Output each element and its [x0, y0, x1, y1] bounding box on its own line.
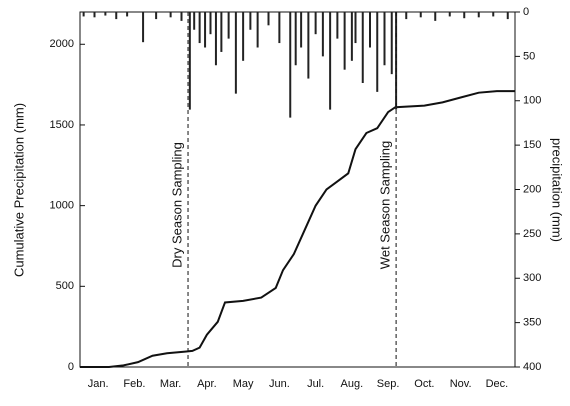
precip-bar — [395, 12, 398, 110]
precip-bar — [477, 12, 480, 18]
precip-bar — [249, 12, 252, 30]
precip-bar — [376, 12, 379, 92]
plot-frame — [79, 11, 516, 368]
precip-bar — [198, 12, 201, 44]
y2-tick-label: 150 — [523, 139, 541, 151]
sampling-label: Dry Season Sampling — [169, 142, 184, 268]
precip-bar — [209, 12, 212, 35]
precip-bar — [321, 12, 324, 57]
cumulative-line — [80, 90, 515, 368]
precip-bar — [193, 12, 196, 30]
precip-bar — [343, 12, 346, 70]
y2-tick-label: 300 — [523, 272, 541, 284]
precip-bar — [204, 12, 207, 48]
precip-bar — [369, 12, 371, 48]
y-tick-label: 0 — [68, 361, 74, 373]
x-tick-label: Apr. — [197, 378, 217, 390]
x-tick-label: Oct. — [414, 378, 434, 390]
precip-bar — [390, 12, 393, 75]
y2-tick-label: 350 — [523, 317, 541, 329]
precip-bar — [314, 12, 317, 35]
y2-tick-label: 250 — [523, 228, 541, 240]
y2-tick-label: 400 — [523, 361, 541, 373]
y-axis-label: Cumulative Precipitation (mm) — [11, 103, 26, 277]
precip-bar — [278, 12, 281, 44]
x-tick-label: Feb. — [123, 378, 145, 390]
y-tick-label: 1500 — [50, 119, 74, 131]
y2-tick-label: 50 — [523, 50, 535, 62]
precip-bar — [142, 12, 145, 43]
precip-bar — [419, 12, 422, 18]
y2-tick-label: 100 — [523, 95, 541, 107]
precip-bar — [300, 12, 303, 48]
x-tick-label: Dec. — [486, 378, 509, 390]
y2-tick-label: 200 — [523, 183, 541, 195]
precip-bar — [93, 12, 96, 18]
x-tick-label: Sep. — [377, 378, 400, 390]
precip-bar — [361, 12, 364, 83]
precip-bar — [289, 12, 292, 118]
precip-bar — [155, 12, 158, 20]
precip-bar — [267, 12, 270, 26]
precip-bar — [104, 12, 107, 16]
precip-bar — [434, 12, 437, 21]
precip-bar — [329, 12, 332, 110]
y-tick-label: 500 — [56, 280, 74, 292]
y-tick-label: 2000 — [50, 38, 74, 50]
precip-bar — [180, 12, 183, 21]
precip-bar — [169, 12, 172, 18]
precip-bar — [188, 12, 191, 110]
precip-bar — [354, 12, 357, 44]
precip-bar — [405, 12, 408, 20]
precip-bar — [227, 12, 230, 39]
precip-bar — [448, 12, 451, 17]
precip-bar — [383, 12, 386, 66]
precip-bar — [234, 12, 237, 94]
x-tick-label: Jul. — [307, 378, 324, 390]
precip-bar — [350, 12, 353, 61]
x-tick-label: Mar. — [160, 378, 181, 390]
precip-bar — [82, 12, 85, 17]
precip-bar — [506, 12, 509, 20]
precip-bar — [220, 12, 223, 52]
precip-bar — [242, 12, 245, 61]
y-tick-label: 1000 — [50, 200, 74, 212]
precip-bar — [256, 12, 259, 48]
sampling-label: Wet Season Sampling — [378, 141, 393, 269]
x-tick-label: Aug. — [341, 378, 364, 390]
precip-bar — [126, 12, 129, 17]
y2-axis-label: precipitation (mm) — [550, 138, 565, 242]
precip-bar — [463, 12, 466, 19]
precip-bar — [214, 12, 217, 66]
x-tick-label: Jun. — [269, 378, 290, 390]
precip-bar — [336, 12, 339, 39]
precip-bar — [115, 12, 118, 20]
x-tick-label: Jan. — [88, 378, 109, 390]
x-tick-label: May — [233, 378, 254, 390]
precip-bar — [294, 12, 297, 66]
x-tick-label: Nov. — [450, 378, 472, 390]
y2-tick-label: 0 — [523, 6, 529, 18]
precip-bar — [492, 12, 495, 17]
precip-bar — [307, 12, 310, 79]
